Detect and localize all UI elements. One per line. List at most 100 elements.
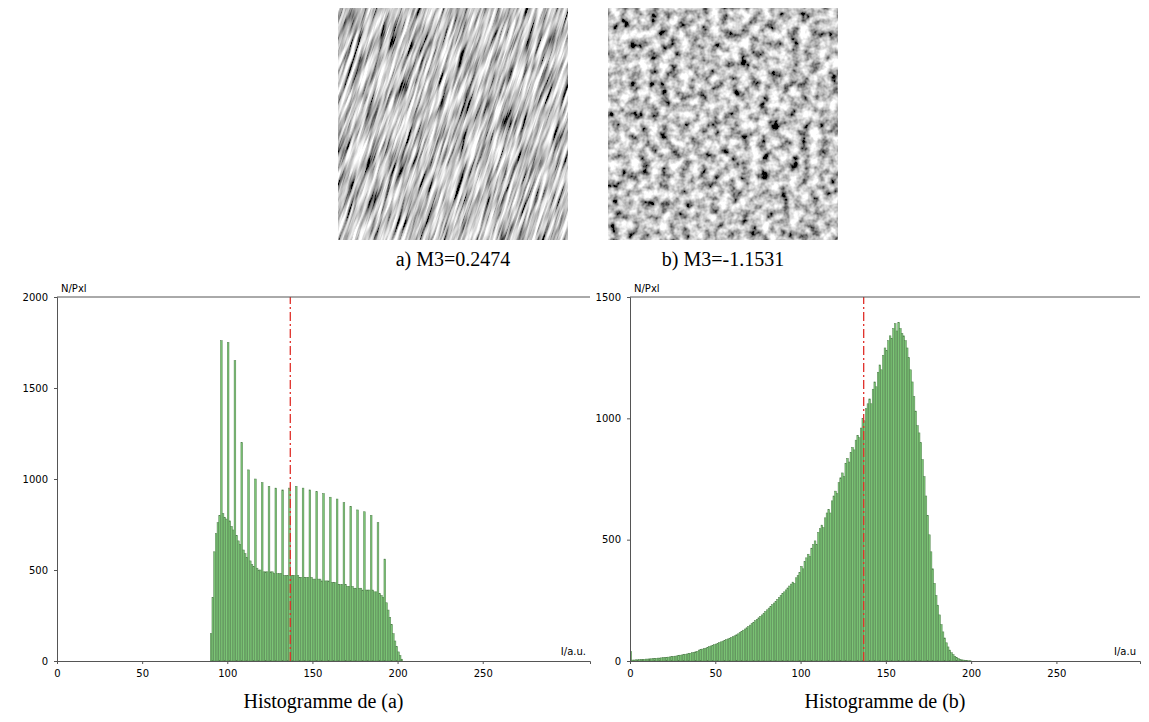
y-axis: 0500100015002000 xyxy=(23,292,58,667)
y-tick-label: 1000 xyxy=(596,413,621,424)
x-tick-label: 100 xyxy=(218,668,237,679)
histogram-bar xyxy=(645,659,647,661)
histogram-bar xyxy=(799,572,801,661)
histogram-bar xyxy=(773,603,775,661)
histogram-bar xyxy=(364,512,366,661)
histogram-bar xyxy=(333,583,335,661)
histogram-bar xyxy=(923,477,925,661)
histogram-bar xyxy=(717,643,719,661)
histogram-bar xyxy=(212,597,214,661)
histogram-bar xyxy=(707,647,709,661)
histogram-bar xyxy=(260,570,262,661)
image-label: b) M3=-1.1531 xyxy=(662,248,784,271)
histogram-bar xyxy=(214,552,216,661)
histogram-bar xyxy=(826,513,828,661)
histogram-bar xyxy=(932,569,934,661)
histogram-bar xyxy=(951,653,953,661)
histogram-bar xyxy=(934,583,936,661)
histogram-bar xyxy=(949,650,951,661)
histogram-bar xyxy=(226,519,228,661)
histogram-bar xyxy=(893,329,895,661)
histogram-bar xyxy=(635,660,637,661)
histogram-bar xyxy=(681,655,683,661)
histogram-bar xyxy=(886,350,888,661)
histogram-bar xyxy=(889,336,891,661)
y-tick-mark xyxy=(54,661,57,662)
histogram-bar xyxy=(401,659,403,661)
x-tick-mark xyxy=(142,661,143,664)
histogram-bar xyxy=(756,619,758,661)
histogram-bar xyxy=(372,590,374,661)
histogram-bar xyxy=(801,566,803,661)
histogram-bar xyxy=(282,490,284,661)
histogram-bar xyxy=(358,588,360,661)
histogram-bar xyxy=(732,637,734,661)
histogram-bar xyxy=(705,648,707,661)
x-tick-mark xyxy=(715,661,716,664)
sem-texture xyxy=(338,8,568,240)
histogram-bar xyxy=(847,458,849,661)
histogram-bar xyxy=(261,483,263,661)
histogram-bar xyxy=(668,657,670,661)
histogram-bar xyxy=(778,597,780,661)
histogram-bar xyxy=(215,534,217,661)
histogram-bar xyxy=(944,638,946,661)
x-tick-label: 200 xyxy=(389,668,408,679)
histogram-bar xyxy=(956,658,958,661)
histogram-bar xyxy=(287,575,289,661)
histogram-bar xyxy=(685,654,687,661)
histogram-bar xyxy=(772,605,774,661)
plot-area xyxy=(210,297,402,661)
histogram-bar xyxy=(898,322,900,661)
histogram-bar xyxy=(278,574,280,661)
histogram-bar xyxy=(346,586,348,661)
histogram-bar xyxy=(301,577,303,661)
y-tick: 0 xyxy=(42,656,57,667)
histogram-bar xyxy=(275,488,277,661)
histogram-bar xyxy=(743,630,745,661)
histogram-bar xyxy=(304,577,306,661)
histogram-bar xyxy=(785,590,787,661)
histogram-bar xyxy=(959,659,961,661)
histogram-bar xyxy=(937,605,939,661)
histogram-bar xyxy=(686,654,688,661)
histogram-bar xyxy=(860,428,862,661)
histogram-bar xyxy=(748,627,750,661)
histogram-bar xyxy=(340,585,342,661)
histogram-bar xyxy=(389,617,391,661)
histogram-bar xyxy=(821,525,823,661)
histogram-bar xyxy=(879,365,881,661)
y-tick-label: 500 xyxy=(29,565,48,576)
histogram-bar xyxy=(818,532,820,661)
histogram-bar xyxy=(845,463,847,661)
histogram-bar xyxy=(753,622,755,661)
histogram-bar xyxy=(828,509,830,661)
histogram-bar xyxy=(842,473,844,661)
y-tick: 1000 xyxy=(596,413,630,424)
histogram-bar xyxy=(384,559,386,661)
histogram-bar xyxy=(720,642,722,661)
histogram-bar xyxy=(222,514,224,661)
histogram-bar xyxy=(644,659,646,661)
histogram-bar xyxy=(775,601,777,661)
histogram-bar xyxy=(848,462,850,661)
y-tick-mark xyxy=(627,418,630,419)
histogram-bar xyxy=(341,585,343,661)
histogram-bar xyxy=(928,535,930,661)
histogram-bar xyxy=(318,579,320,661)
y-tick: 1500 xyxy=(23,383,57,394)
histogram-bar xyxy=(654,659,656,661)
histogram-bar xyxy=(814,541,816,661)
histogram-bar xyxy=(679,655,681,661)
histogram-bar xyxy=(652,659,654,661)
histogram-bar xyxy=(241,443,243,661)
histogram-bar xyxy=(316,492,318,661)
histogram-bar xyxy=(280,574,282,661)
histogram-bar xyxy=(640,660,642,661)
histogram-bar xyxy=(749,625,751,661)
histogram-bar xyxy=(662,658,664,661)
x-tick: 100 xyxy=(792,661,811,679)
histogram-bar xyxy=(925,496,927,661)
histogram-bar xyxy=(690,653,692,661)
y-tick-label: 500 xyxy=(602,534,621,545)
